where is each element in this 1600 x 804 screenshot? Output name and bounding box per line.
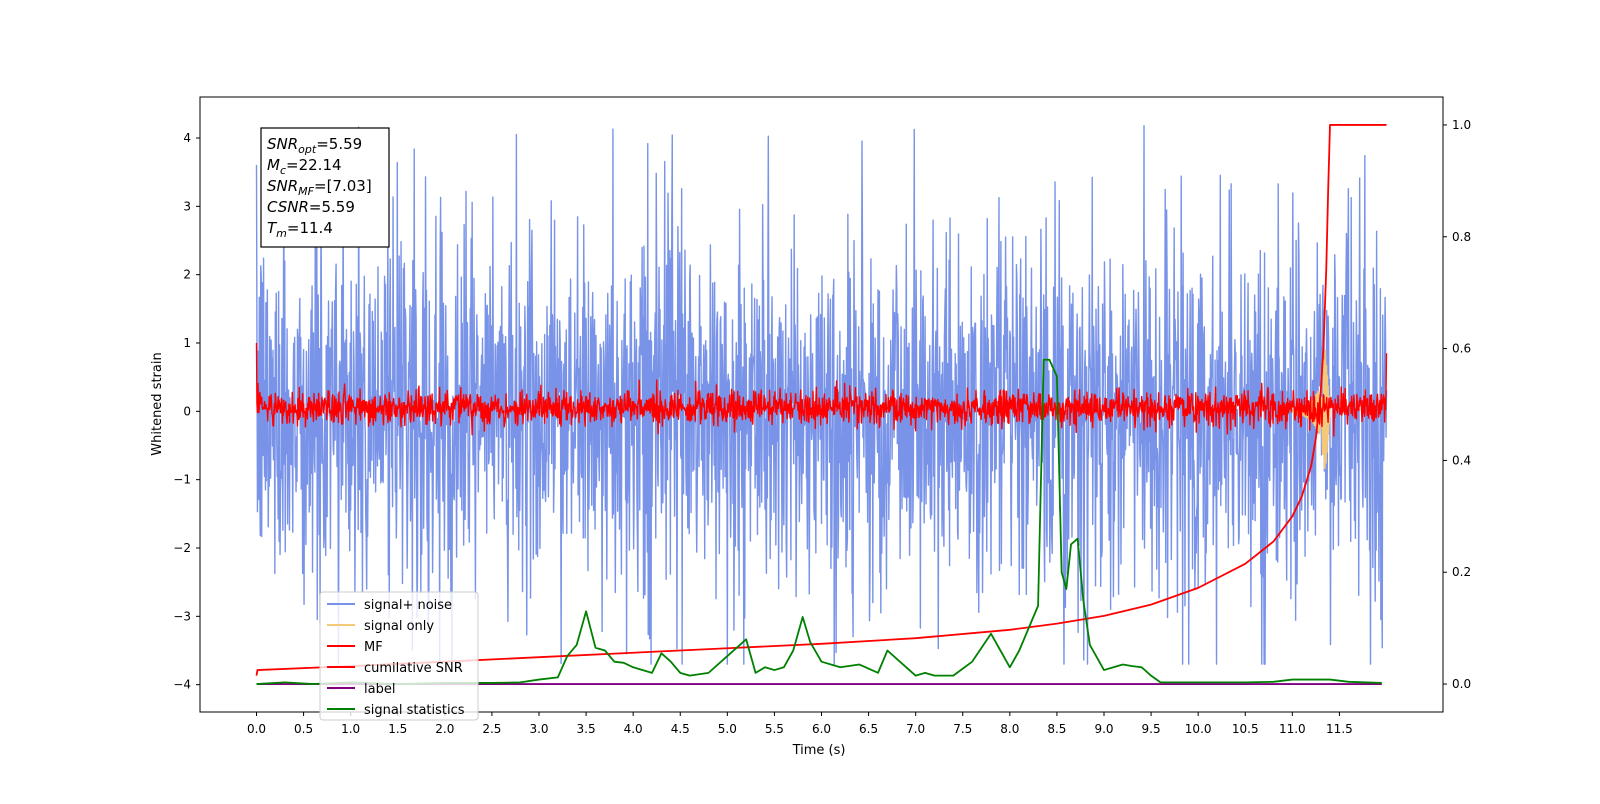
x-tick-label: 1.0 <box>341 722 360 736</box>
y-tick-label: −4 <box>173 678 191 692</box>
x-axis-label: Time (s) <box>792 743 846 758</box>
annotation-line: Mc=22.14 <box>267 156 342 177</box>
y-tick-label: 4 <box>183 131 191 145</box>
series-signal-statistics <box>256 358 1382 685</box>
x-tick-label: 9.5 <box>1142 722 1161 736</box>
y-tick-label: 0 <box>183 404 191 418</box>
x-tick-label: 4.5 <box>671 722 690 736</box>
y-axis-left: 4 3 2 1 0 −1 −2 −3 −4 <box>173 131 200 692</box>
legend-label: label <box>364 682 395 697</box>
x-tick-label: 7.0 <box>906 722 925 736</box>
annotation-frame <box>260 127 390 248</box>
y-right-tick-label: 1.0 <box>1452 118 1471 132</box>
x-tick-label: 3.0 <box>529 722 548 736</box>
x-tick-label: 9.0 <box>1094 722 1113 736</box>
series-cumilative-snr <box>255 124 1387 676</box>
legend: signal+ noise signal only MF cumilative SNR… <box>319 591 479 721</box>
x-tick-label: 8.5 <box>1047 722 1066 736</box>
y-right-tick-label: 0.8 <box>1452 230 1471 244</box>
x-tick-label: 2.0 <box>435 722 454 736</box>
x-tick-label: 2.5 <box>482 722 501 736</box>
y-tick-label: −1 <box>173 473 191 487</box>
legend-label: signal statistics <box>364 703 465 718</box>
annotation-box: SNRopt=5.59Mc=22.14SNRMF=[7.03]CSNR=5.59… <box>260 127 390 248</box>
annotation-line: Tm=11.4 <box>267 219 333 240</box>
y-axis-label: Whitened strain <box>150 352 165 455</box>
x-axis: 0.0 0.5 1.0 1.5 2.0 2.5 3.0 3.5 4.0 4.5 5.0 5.5 6.0 6… <box>247 712 1353 736</box>
x-tick-label: 5.5 <box>765 722 784 736</box>
x-tick-label: 11.5 <box>1326 722 1353 736</box>
x-tick-label: 3.5 <box>577 722 596 736</box>
y-right-tick-label: 0.6 <box>1452 342 1471 356</box>
x-tick-label: 4.0 <box>624 722 643 736</box>
y-right-tick-label: 0.4 <box>1452 453 1471 467</box>
annotation-line: SNRopt=5.59 <box>267 135 362 156</box>
y-tick-label: 3 <box>183 199 191 213</box>
y-right-tick-label: 0.0 <box>1452 677 1471 691</box>
x-tick-label: 10.5 <box>1232 722 1259 736</box>
series-signal-noise <box>255 125 1388 665</box>
annotation-line: CSNR=5.59 <box>267 198 355 216</box>
x-tick-label: 10.0 <box>1185 722 1212 736</box>
x-tick-label: 7.5 <box>953 722 972 736</box>
legend-label: cumilative SNR <box>364 661 463 676</box>
x-tick-label: 0.5 <box>294 722 313 736</box>
annotation-line: SNRMF=[7.03] <box>267 177 372 198</box>
x-tick-label: 6.5 <box>859 722 878 736</box>
y-tick-label: −2 <box>173 541 191 555</box>
x-tick-label: 5.0 <box>718 722 737 736</box>
legend-label: signal only <box>364 619 434 634</box>
x-tick-label: 6.0 <box>812 722 831 736</box>
x-tick-label: 1.5 <box>388 722 407 736</box>
y-right-tick-label: 0.2 <box>1452 565 1471 579</box>
x-tick-label: 11.0 <box>1279 722 1306 736</box>
legend-label: MF <box>364 640 383 655</box>
series-mf <box>255 342 1388 437</box>
legend-frame <box>319 591 479 721</box>
y-tick-label: −3 <box>173 609 191 623</box>
y-tick-label: 2 <box>183 268 191 282</box>
legend-label: signal+ noise <box>364 598 452 613</box>
y-tick-label: 1 <box>183 336 191 350</box>
x-tick-label: 0.0 <box>247 722 266 736</box>
x-tick-label: 8.0 <box>1000 722 1019 736</box>
y-axis-right: 1.0 0.8 0.6 0.4 0.2 0.0 <box>1443 118 1471 691</box>
